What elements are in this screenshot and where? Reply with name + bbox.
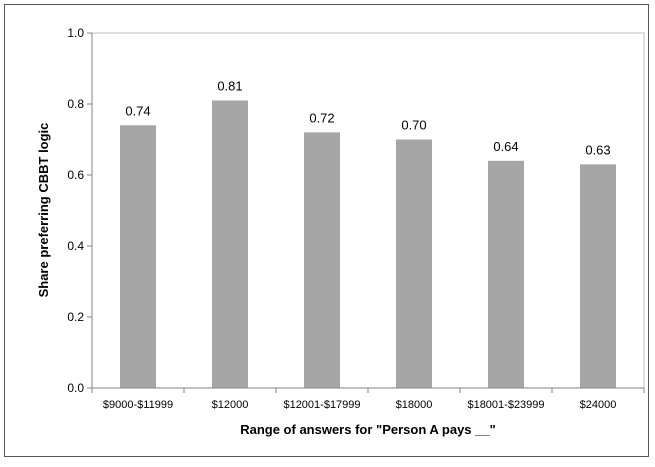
x-tick-label: $12000: [212, 399, 249, 411]
data-label: 0.63: [585, 142, 610, 157]
x-axis: $9000-$11999 $12000 $12001-$17999 $18000 $18…: [91, 387, 645, 411]
data-label: 0.72: [309, 110, 334, 125]
bar: [488, 160, 524, 388]
y-tick-label: 0.6: [67, 168, 84, 182]
bar: [396, 139, 432, 388]
x-tick-label: $24000: [580, 399, 617, 411]
x-tick-label: $18001-$23999: [467, 399, 544, 411]
x-tick-label: $12001-$17999: [283, 399, 360, 411]
data-label: 0.74: [125, 103, 150, 118]
data-label: 0.70: [401, 118, 426, 133]
x-axis-title: Range of answers for "Person A pays __": [240, 422, 496, 437]
bar: [212, 100, 248, 388]
bar: [304, 132, 340, 388]
data-label: 0.81: [217, 78, 242, 93]
x-tick-label: $18000: [396, 399, 433, 411]
data-labels-group: 0.74 0.81 0.72 0.70 0.64 0.63: [125, 78, 610, 157]
y-axis-title: Share preferring CBBT logic: [36, 123, 51, 298]
bars-group: [120, 100, 616, 389]
y-tick-label: 0.8: [67, 97, 84, 111]
bar: [580, 164, 616, 388]
y-tick-label: 0.4: [67, 239, 84, 253]
x-tick-label: $9000-$11999: [103, 399, 173, 411]
bar: [120, 125, 156, 389]
y-tick-label: 1.0: [67, 26, 84, 40]
y-tick-label: 0.0: [67, 381, 84, 395]
data-label: 0.64: [493, 139, 518, 154]
y-tick-label: 0.2: [67, 310, 84, 324]
y-axis: 0.0 0.2 0.4 0.6 0.8 1.0: [67, 26, 93, 395]
